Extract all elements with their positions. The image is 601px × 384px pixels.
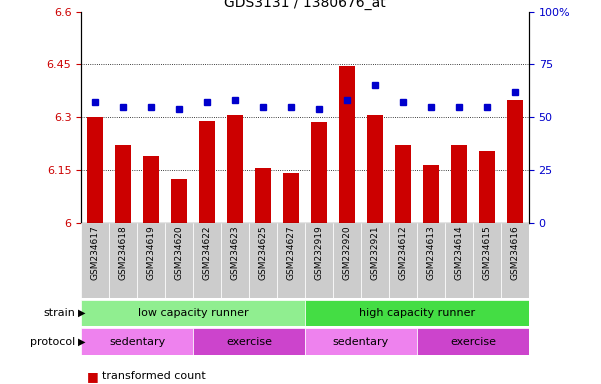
Bar <box>417 223 445 298</box>
Text: ■: ■ <box>87 383 99 384</box>
Bar <box>311 122 327 223</box>
Bar <box>507 99 523 223</box>
Bar <box>423 165 439 223</box>
Bar <box>473 223 501 298</box>
Bar <box>451 145 466 223</box>
Text: GSM234620: GSM234620 <box>174 226 183 280</box>
Text: GSM234622: GSM234622 <box>203 226 212 280</box>
Text: GSM234614: GSM234614 <box>454 226 463 280</box>
Text: GSM234616: GSM234616 <box>510 226 519 280</box>
Text: sedentary: sedentary <box>333 337 389 347</box>
Text: GSM234625: GSM234625 <box>258 226 267 280</box>
Bar <box>305 300 529 326</box>
Text: GSM234627: GSM234627 <box>287 226 296 280</box>
Bar <box>81 223 109 298</box>
Text: protocol: protocol <box>30 337 75 347</box>
Text: GSM234612: GSM234612 <box>398 226 407 280</box>
Bar <box>249 223 277 298</box>
Text: GSM234623: GSM234623 <box>231 226 240 280</box>
Text: ▶: ▶ <box>78 337 85 347</box>
Text: GSM232921: GSM232921 <box>370 226 379 280</box>
Bar <box>277 223 305 298</box>
Bar <box>193 223 221 298</box>
Text: transformed count: transformed count <box>102 371 206 381</box>
Bar <box>255 168 270 223</box>
Text: ▶: ▶ <box>78 308 85 318</box>
Text: strain: strain <box>43 308 75 318</box>
Text: GSM234617: GSM234617 <box>91 226 100 280</box>
Text: GSM234613: GSM234613 <box>427 226 436 280</box>
Text: GSM234618: GSM234618 <box>118 226 127 280</box>
Bar <box>171 179 187 223</box>
Bar <box>193 328 305 355</box>
Text: sedentary: sedentary <box>109 337 165 347</box>
Text: exercise: exercise <box>226 337 272 347</box>
Text: low capacity runner: low capacity runner <box>138 308 248 318</box>
Text: GSM232920: GSM232920 <box>343 226 352 280</box>
Bar <box>417 328 529 355</box>
Bar <box>109 223 137 298</box>
Bar <box>165 223 193 298</box>
Bar <box>144 156 159 223</box>
Bar <box>479 151 495 223</box>
Bar <box>501 223 529 298</box>
Text: GSM234615: GSM234615 <box>483 226 492 280</box>
Bar <box>445 223 473 298</box>
Bar <box>367 115 383 223</box>
Text: high capacity runner: high capacity runner <box>359 308 475 318</box>
Bar <box>333 223 361 298</box>
Bar <box>115 145 131 223</box>
Bar <box>305 328 417 355</box>
Bar <box>200 121 215 223</box>
Bar <box>389 223 417 298</box>
Bar <box>305 223 333 298</box>
Text: ■: ■ <box>87 370 99 383</box>
Bar <box>81 328 193 355</box>
Bar <box>361 223 389 298</box>
Bar <box>227 115 243 223</box>
Title: GDS3131 / 1380676_at: GDS3131 / 1380676_at <box>224 0 386 10</box>
Bar <box>221 223 249 298</box>
Bar <box>81 300 305 326</box>
Text: exercise: exercise <box>450 337 496 347</box>
Text: GSM234619: GSM234619 <box>147 226 156 280</box>
Text: GSM232919: GSM232919 <box>314 226 323 280</box>
Bar <box>395 145 410 223</box>
Bar <box>340 66 355 223</box>
Bar <box>87 117 103 223</box>
Bar <box>283 174 299 223</box>
Bar <box>137 223 165 298</box>
